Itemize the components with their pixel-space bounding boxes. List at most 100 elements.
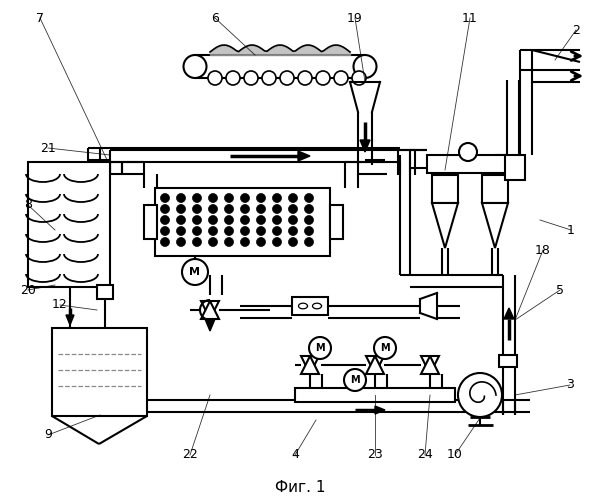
Circle shape	[305, 238, 314, 246]
Circle shape	[272, 216, 281, 224]
Text: 24: 24	[417, 448, 433, 462]
Circle shape	[272, 226, 281, 235]
Circle shape	[272, 204, 281, 214]
Polygon shape	[201, 301, 219, 319]
Polygon shape	[360, 140, 370, 152]
Circle shape	[289, 226, 298, 235]
Circle shape	[176, 216, 185, 224]
Text: 19: 19	[347, 12, 363, 24]
Circle shape	[193, 226, 202, 235]
Circle shape	[257, 204, 265, 214]
Circle shape	[241, 238, 250, 246]
Circle shape	[334, 71, 348, 85]
Text: 1: 1	[567, 224, 575, 236]
Bar	[499, 355, 517, 367]
Circle shape	[176, 204, 185, 214]
Circle shape	[244, 71, 258, 85]
Circle shape	[257, 226, 265, 235]
Circle shape	[305, 226, 314, 235]
Polygon shape	[66, 315, 74, 325]
Bar	[97, 285, 113, 299]
Circle shape	[459, 143, 477, 161]
Bar	[155, 188, 330, 256]
Text: 22: 22	[182, 448, 198, 462]
Polygon shape	[301, 356, 319, 374]
Polygon shape	[366, 356, 384, 374]
Circle shape	[305, 204, 314, 214]
Bar	[482, 175, 508, 203]
Circle shape	[184, 55, 206, 78]
Circle shape	[161, 216, 170, 224]
Text: M: M	[350, 375, 360, 385]
Circle shape	[272, 238, 281, 246]
Polygon shape	[205, 319, 215, 331]
Polygon shape	[301, 356, 319, 374]
Text: M: M	[190, 267, 200, 277]
Polygon shape	[482, 203, 508, 248]
Circle shape	[289, 204, 298, 214]
Text: 3: 3	[566, 378, 574, 392]
Text: 2: 2	[572, 24, 580, 36]
Bar	[505, 155, 525, 180]
Circle shape	[161, 204, 170, 214]
Circle shape	[193, 204, 202, 214]
Circle shape	[209, 204, 218, 214]
Circle shape	[241, 204, 250, 214]
Circle shape	[224, 216, 233, 224]
Circle shape	[289, 194, 298, 202]
Polygon shape	[432, 203, 458, 248]
Circle shape	[209, 238, 218, 246]
Circle shape	[262, 71, 276, 85]
Circle shape	[193, 194, 202, 202]
Text: 10: 10	[447, 448, 463, 462]
Circle shape	[208, 71, 222, 85]
Circle shape	[161, 226, 170, 235]
Polygon shape	[421, 356, 439, 374]
Circle shape	[224, 194, 233, 202]
Circle shape	[241, 216, 250, 224]
Circle shape	[257, 194, 265, 202]
Circle shape	[226, 71, 240, 85]
Circle shape	[289, 238, 298, 246]
Text: 21: 21	[40, 142, 56, 154]
Polygon shape	[201, 301, 219, 319]
Text: M: M	[315, 343, 325, 353]
Text: 8: 8	[24, 198, 32, 211]
Text: M: M	[380, 343, 390, 353]
Circle shape	[316, 71, 330, 85]
Circle shape	[305, 194, 314, 202]
Circle shape	[257, 216, 265, 224]
Bar	[295, 388, 455, 402]
Text: 7: 7	[36, 12, 44, 24]
Circle shape	[241, 226, 250, 235]
Circle shape	[161, 194, 170, 202]
Circle shape	[193, 216, 202, 224]
Text: 4: 4	[291, 448, 299, 462]
Bar	[292, 297, 328, 315]
Circle shape	[209, 194, 218, 202]
Circle shape	[176, 194, 185, 202]
Circle shape	[344, 369, 366, 391]
Text: 18: 18	[535, 244, 551, 256]
Circle shape	[182, 259, 208, 285]
Text: 20: 20	[20, 284, 36, 296]
Polygon shape	[421, 356, 439, 374]
Circle shape	[241, 194, 250, 202]
Circle shape	[458, 373, 502, 417]
Polygon shape	[366, 356, 384, 374]
Bar	[330, 205, 343, 239]
Circle shape	[161, 238, 170, 246]
Text: 9: 9	[44, 428, 52, 442]
Circle shape	[176, 226, 185, 235]
Circle shape	[193, 238, 202, 246]
Polygon shape	[375, 406, 385, 414]
Bar	[144, 205, 157, 239]
Text: 11: 11	[462, 12, 478, 24]
Circle shape	[176, 238, 185, 246]
Circle shape	[305, 216, 314, 224]
Circle shape	[209, 216, 218, 224]
Text: 23: 23	[367, 448, 383, 462]
Circle shape	[374, 337, 396, 359]
Circle shape	[298, 71, 312, 85]
Circle shape	[209, 226, 218, 235]
